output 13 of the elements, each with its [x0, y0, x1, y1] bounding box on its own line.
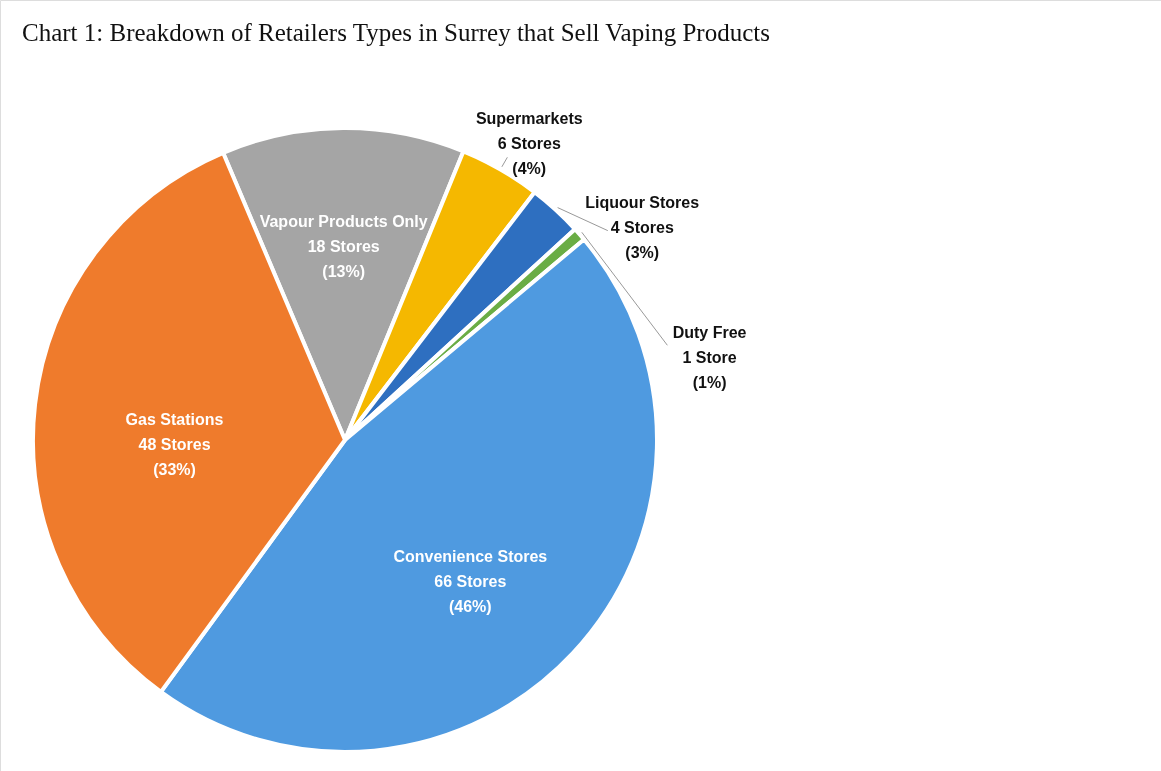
data-label: 18 Stores (13%) — [307, 237, 380, 280]
slice-label: Duty Free — [672, 323, 747, 341]
slice-label: Supermarkets — [475, 110, 583, 128]
data-label: 6 Stores (4%) — [497, 135, 561, 178]
data-label: 1 Store (1%) — [682, 348, 737, 391]
slice-label: Vapour Products Only — [259, 212, 428, 230]
data-label: 66 Stores (46%) — [434, 573, 507, 616]
data-label: 4 Stores (3%) — [610, 219, 674, 262]
slice-label: Liquour Stores — [585, 194, 700, 212]
slice-label: Gas Stations — [125, 411, 224, 429]
chart-title: Chart 1: Breakdown of Retailers Types in Surrey that Sell Vaping Products — [22, 19, 770, 46]
slice-label: Convenience Stores — [393, 548, 548, 566]
data-label: 48 Stores (33%) — [138, 436, 211, 479]
